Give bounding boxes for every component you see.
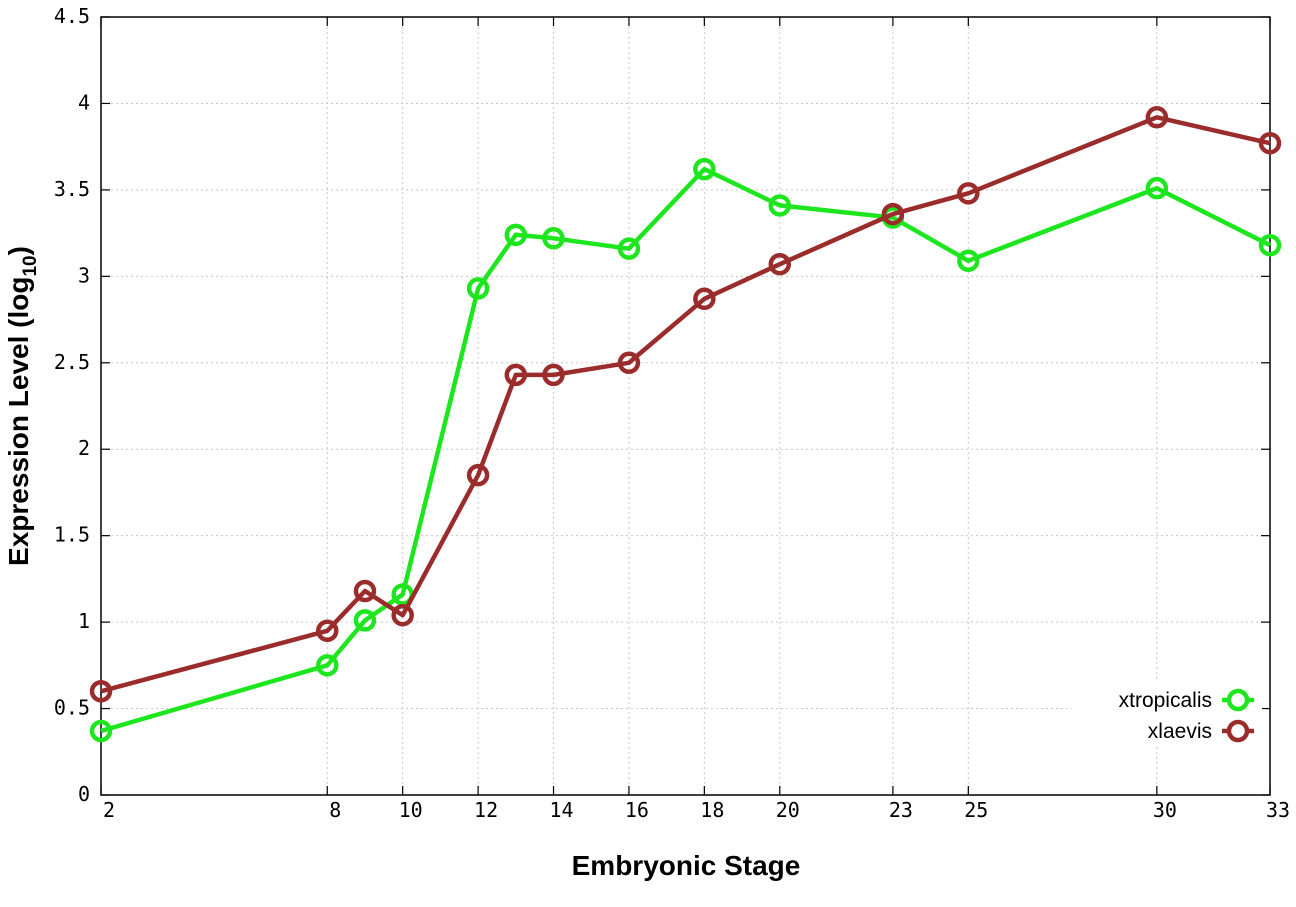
data-point-xtropicalis [542,227,565,250]
series-xtropicalis [89,157,1282,743]
y-axis-title-end: ) [3,246,34,255]
axis-ticks: 0 0.5 1 1.5 2 2.5 3 3.5 4 4.5 2 8 10 12 14 16 18 20 23 25 30… [54,4,1290,822]
y-tick-label: 2.5 [54,350,90,374]
legend-marker-xtropicalis [1226,688,1250,712]
y-axis-title-main: Expression Level (log [3,277,34,566]
x-tick-label: 8 [329,798,341,822]
y-tick-label: 4.5 [54,4,90,28]
y-tick-label: 1.5 [54,523,90,547]
x-tick-label: 25 [964,798,988,822]
data-point-xtropicalis [353,609,377,632]
series-layer [89,106,1282,743]
x-tick-label: 33 [1266,798,1290,822]
data-point-xlaevis [1258,131,1282,155]
data-point-xlaevis [881,202,905,226]
series-line-xlaevis [100,115,1271,694]
x-tick-label: 30 [1153,798,1177,822]
data-point-xlaevis [693,287,716,311]
data-point-xtropicalis [768,194,792,217]
x-tick-label: 18 [700,798,724,822]
y-tick-label: 3.5 [54,177,90,201]
data-point-xlaevis [353,579,377,603]
data-point-xtropicalis [504,223,528,247]
x-tick-label: 12 [474,798,498,822]
data-point-xtropicalis [89,719,113,743]
data-point-xtropicalis [316,654,339,677]
data-point-xtropicalis [1258,233,1282,257]
x-tick-label: 23 [889,798,913,822]
y-axis-title: Expression Level (log10) [3,246,41,566]
plot-frame [100,16,1271,796]
data-point-xlaevis [617,351,641,375]
y-tick-label: 3 [78,263,90,287]
data-point-xlaevis [1145,106,1169,129]
data-point-xtropicalis [617,237,641,260]
y-axis-title-subscript: 10 [20,255,41,276]
x-tick-label: 14 [549,798,573,822]
x-tick-label: 20 [776,798,800,822]
y-tick-label: 2 [78,436,90,460]
data-point-xtropicalis [957,249,980,273]
x-tick-label: 10 [399,798,423,822]
data-point-xlaevis [957,182,980,205]
data-point-xlaevis [466,463,490,487]
x-axis-title: Embryonic Stage [572,850,801,881]
y-tick-label: 4 [78,90,90,114]
data-point-xlaevis [542,363,565,387]
data-point-xlaevis [89,680,113,703]
legend: xtropicalis xlaevis [1072,680,1262,746]
y-tick-label: 1 [78,609,90,633]
legend-label-xlaevis: xlaevis [1148,720,1212,743]
series-xlaevis [89,106,1282,703]
data-point-xtropicalis [466,277,490,300]
y-tick-label: 0.5 [54,696,90,720]
legend-marker-xlaevis [1226,719,1250,743]
data-point-xlaevis [391,603,414,627]
legend-label-xtropicalis: xtropicalis [1119,689,1212,712]
data-point-xlaevis [316,619,339,643]
data-point-xtropicalis [1145,176,1169,200]
data-point-xtropicalis [693,157,716,181]
x-tick-label: 2 [103,798,115,822]
y-tick-label: 0 [78,782,90,806]
data-point-xlaevis [504,363,528,387]
data-point-xlaevis [768,252,792,276]
x-tick-label: 16 [625,798,649,822]
